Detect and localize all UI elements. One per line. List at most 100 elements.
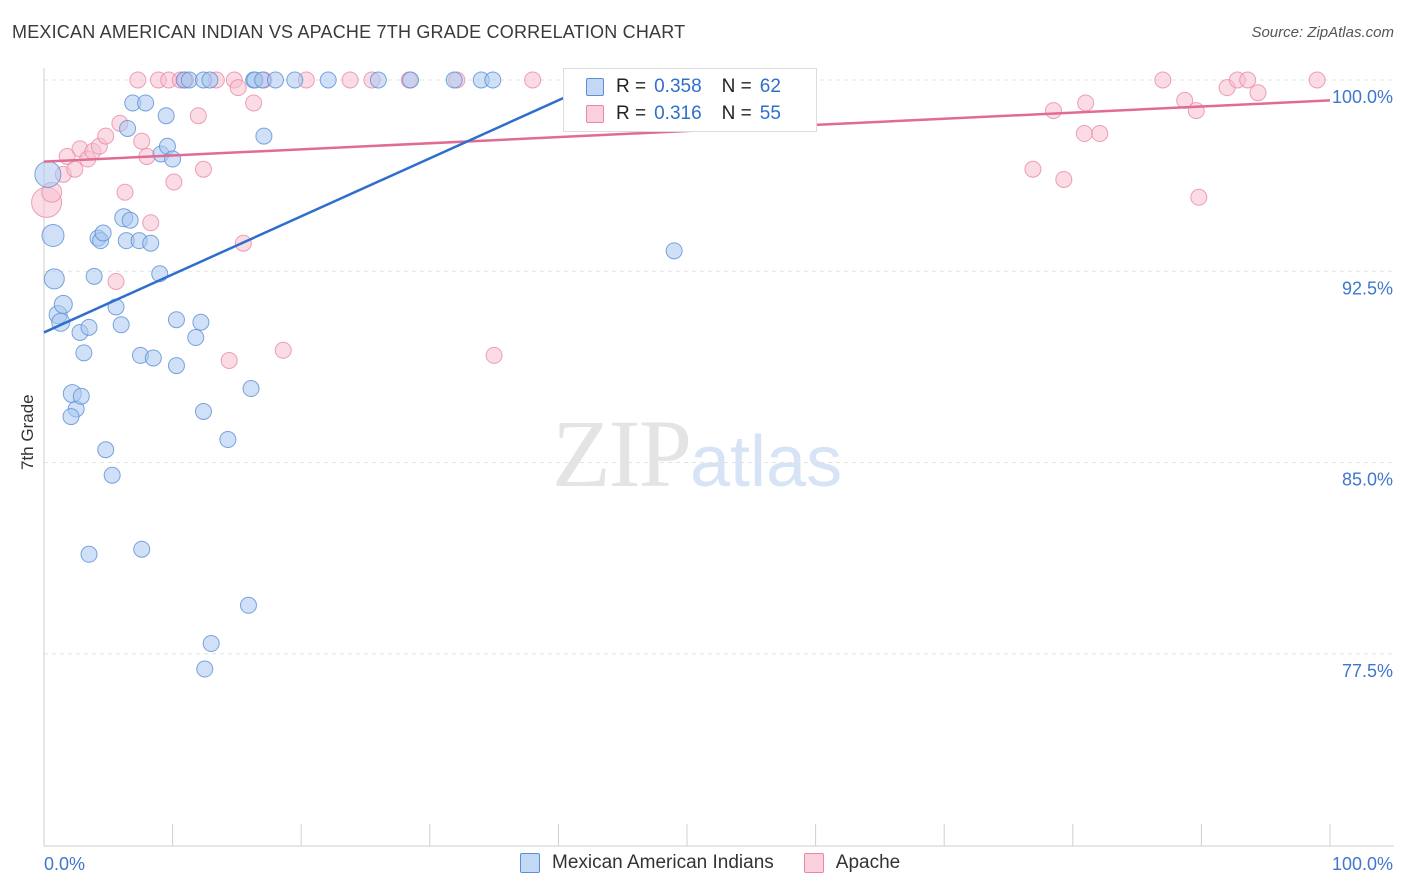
data-point-mexican-american-indians bbox=[286, 71, 304, 89]
data-point-mexican-american-indians bbox=[72, 387, 90, 405]
data-point-mexican-american-indians bbox=[157, 107, 175, 125]
y-tick-label: 85.0% bbox=[1342, 470, 1393, 490]
data-point-mexican-american-indians bbox=[119, 119, 137, 137]
data-point-mexican-american-indians bbox=[85, 267, 103, 285]
legend-item-apache: Apache bbox=[803, 852, 901, 874]
legend-swatch-pink bbox=[803, 853, 824, 873]
data-point-apache bbox=[194, 160, 212, 178]
x-tick-label: 100.0% bbox=[1332, 854, 1393, 874]
data-point-apache bbox=[1308, 71, 1326, 89]
data-point-apache bbox=[1249, 84, 1267, 102]
data-point-apache bbox=[66, 160, 84, 178]
legend-n-label: N = bbox=[721, 76, 752, 97]
data-point-mexican-american-indians bbox=[137, 94, 155, 112]
data-point-mexican-american-indians bbox=[445, 71, 463, 89]
axes bbox=[43, 68, 1394, 847]
mexican-american-indians-points bbox=[34, 71, 683, 678]
legend-n-value: 55 bbox=[759, 103, 781, 124]
data-point-mexican-american-indians bbox=[369, 71, 387, 89]
legend-item-mexican-american-indians: Mexican American Indians bbox=[520, 852, 774, 874]
correlation-legend: R = 0.358 N = 62 R = 0.316 N = 55 bbox=[563, 68, 817, 132]
data-point-apache bbox=[129, 71, 147, 89]
trend-line-mexican-american-indians bbox=[43, 78, 604, 334]
gridlines bbox=[44, 79, 1394, 655]
data-point-apache bbox=[274, 341, 292, 359]
data-point-apache bbox=[116, 183, 134, 201]
data-point-apache bbox=[341, 71, 359, 89]
legend-label: Apache bbox=[835, 852, 901, 873]
data-point-mexican-american-indians bbox=[239, 596, 257, 614]
data-point-mexican-american-indians bbox=[180, 71, 198, 89]
data-point-apache bbox=[1077, 94, 1095, 112]
data-point-mexican-american-indians bbox=[97, 441, 115, 459]
data-point-mexican-american-indians bbox=[202, 635, 220, 653]
data-point-mexican-american-indians bbox=[41, 224, 65, 248]
y-tick-label: 92.5% bbox=[1342, 278, 1393, 298]
data-point-mexican-american-indians bbox=[144, 349, 162, 367]
data-point-apache bbox=[97, 127, 115, 145]
data-point-mexican-american-indians bbox=[192, 313, 210, 331]
data-point-mexican-american-indians bbox=[187, 329, 205, 347]
data-point-mexican-american-indians bbox=[43, 268, 65, 290]
data-point-apache bbox=[107, 272, 125, 290]
data-point-mexican-american-indians bbox=[103, 466, 121, 484]
data-point-apache bbox=[142, 214, 160, 232]
data-point-mexican-american-indians bbox=[319, 71, 337, 89]
data-point-mexican-american-indians bbox=[121, 211, 139, 229]
legend-label: Mexican American Indians bbox=[552, 852, 774, 873]
data-point-mexican-american-indians bbox=[402, 71, 420, 89]
x-tick-label: 0.0% bbox=[44, 854, 85, 874]
legend-r-value: 0.316 bbox=[654, 103, 702, 124]
data-point-mexican-american-indians bbox=[219, 431, 237, 449]
data-point-apache bbox=[1055, 170, 1073, 188]
data-point-apache bbox=[220, 352, 238, 369]
data-point-mexican-american-indians bbox=[34, 160, 62, 188]
data-point-apache bbox=[1091, 125, 1109, 143]
data-point-mexican-american-indians bbox=[194, 403, 212, 420]
watermark-zip: ZIP bbox=[552, 400, 692, 507]
data-point-mexican-american-indians bbox=[484, 71, 502, 89]
data-point-mexican-american-indians bbox=[142, 234, 160, 252]
watermark: ZIPatlas bbox=[552, 398, 842, 509]
legend-r-label: R = bbox=[616, 103, 647, 124]
data-point-apache bbox=[189, 107, 207, 125]
legend-swatch-pink bbox=[586, 105, 604, 123]
data-point-mexican-american-indians bbox=[255, 127, 273, 145]
legend-r-label: R = bbox=[616, 76, 647, 97]
legend-swatch-blue bbox=[520, 853, 540, 873]
data-point-apache bbox=[165, 173, 183, 191]
data-point-mexican-american-indians bbox=[133, 540, 151, 558]
data-point-apache bbox=[1190, 188, 1208, 206]
data-point-mexican-american-indians bbox=[196, 660, 214, 678]
y-tick-label: 100.0% bbox=[1332, 87, 1393, 107]
data-point-apache bbox=[1239, 71, 1257, 89]
data-point-apache bbox=[1187, 102, 1205, 120]
data-point-mexican-american-indians bbox=[80, 318, 98, 336]
series-legend: Mexican American Indians Apache bbox=[520, 852, 930, 874]
legend-r-value: 0.358 bbox=[654, 76, 702, 97]
data-point-mexican-american-indians bbox=[94, 224, 112, 242]
legend-row-apache: R = 0.316 N = 55 bbox=[586, 102, 781, 126]
data-point-mexican-american-indians bbox=[167, 357, 185, 375]
data-point-apache bbox=[245, 94, 263, 112]
data-point-mexican-american-indians bbox=[242, 380, 260, 398]
data-point-mexican-american-indians bbox=[112, 316, 130, 334]
data-point-apache bbox=[1075, 125, 1093, 143]
legend-swatch-blue bbox=[586, 78, 604, 96]
tick-labels: 100.0% 92.5% 85.0% 77.5% 0.0% 100.0% bbox=[44, 87, 1393, 874]
data-point-mexican-american-indians bbox=[665, 242, 683, 260]
y-axis-label: 7th Grade bbox=[18, 394, 37, 470]
data-point-mexican-american-indians bbox=[53, 294, 73, 314]
data-point-apache bbox=[1024, 160, 1042, 178]
data-point-apache bbox=[229, 79, 247, 97]
data-point-apache bbox=[1154, 71, 1172, 89]
data-point-mexican-american-indians bbox=[266, 71, 284, 89]
y-tick-label: 77.5% bbox=[1342, 661, 1393, 681]
legend-row-mexican-american-indians: R = 0.358 N = 62 bbox=[586, 75, 781, 99]
chart-title: MEXICAN AMERICAN INDIAN VS APACHE 7TH GR… bbox=[12, 22, 686, 42]
data-point-apache bbox=[1045, 102, 1063, 120]
data-point-mexican-american-indians bbox=[62, 408, 80, 426]
data-point-mexican-american-indians bbox=[167, 311, 185, 329]
data-point-apache bbox=[485, 346, 503, 364]
